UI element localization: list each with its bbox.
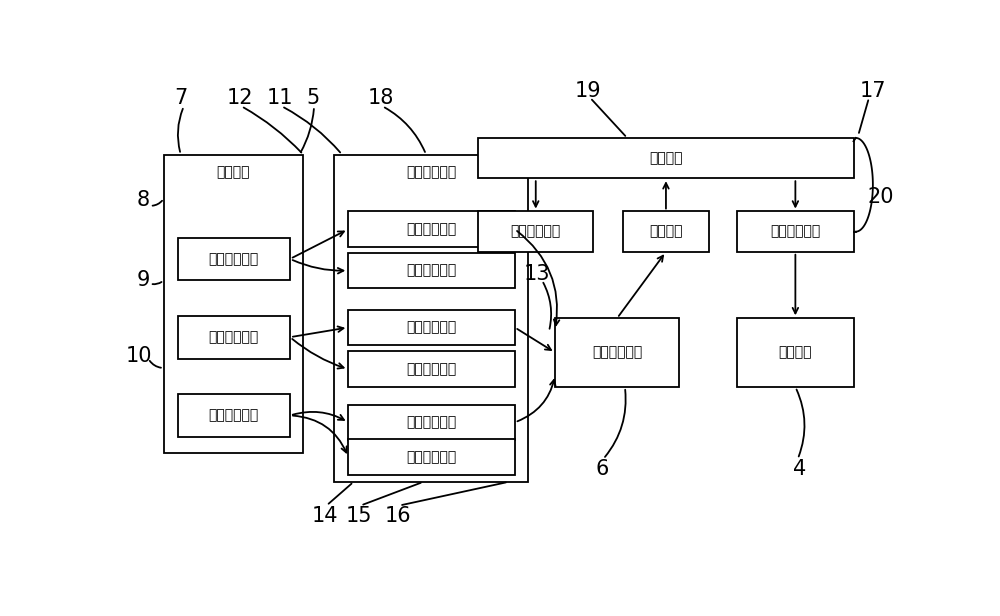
Text: 侧面照明单元: 侧面照明单元 [406,362,457,376]
Text: 10: 10 [126,346,152,366]
Bar [348,351,515,387]
Bar [737,318,854,387]
Text: 写卡单元: 写卡单元 [649,225,683,238]
Text: 4: 4 [793,458,806,479]
Bar [478,211,593,252]
Bar [178,238,290,280]
Text: 7: 7 [174,87,187,108]
Text: 侧面摄像单元: 侧面摄像单元 [406,320,457,334]
Text: 第二读卡单元: 第二读卡单元 [770,225,820,238]
Text: 图像处理单元: 图像处理单元 [592,346,642,360]
Bar [348,253,515,288]
Bar [164,155,303,453]
Text: 6: 6 [596,458,609,479]
Text: 13: 13 [524,264,551,284]
Text: 17: 17 [860,81,886,100]
Text: 20: 20 [867,187,894,207]
Text: 底部摄像单元: 底部摄像单元 [406,415,457,429]
Text: 8: 8 [137,190,150,209]
Text: 图像采集单元: 图像采集单元 [406,165,456,179]
Bar [555,318,679,387]
Text: 12: 12 [226,87,253,108]
Bar [623,211,709,252]
Bar [348,405,515,440]
Text: 分拣单元: 分拣单元 [779,346,812,360]
Text: 第三红外单元: 第三红外单元 [209,408,259,423]
Text: 第二红外单元: 第二红外单元 [209,330,259,344]
Text: 第一红外单元: 第一红外单元 [209,252,259,266]
Bar [178,316,290,359]
Text: 18: 18 [368,87,394,108]
Text: 19: 19 [575,81,602,100]
Text: 第一读卡单元: 第一读卡单元 [511,225,561,238]
Bar [348,211,515,247]
Bar [737,211,854,252]
Bar [334,155,528,482]
Text: 定位单元: 定位单元 [217,165,250,179]
Text: 顶部摄像单元: 顶部摄像单元 [406,222,457,237]
Text: 15: 15 [346,506,372,526]
Text: 11: 11 [267,87,293,108]
Text: 16: 16 [384,506,411,526]
Bar [348,310,515,345]
Text: 顶部照明单元: 顶部照明单元 [406,264,457,278]
Bar [178,394,290,437]
Text: 14: 14 [312,506,338,526]
Text: 底部照明单元: 底部照明单元 [406,450,457,464]
Text: 9: 9 [137,270,150,290]
Bar [348,439,515,475]
Bar [478,138,854,178]
Text: 5: 5 [306,87,319,108]
Text: 电子标签: 电子标签 [649,151,683,165]
